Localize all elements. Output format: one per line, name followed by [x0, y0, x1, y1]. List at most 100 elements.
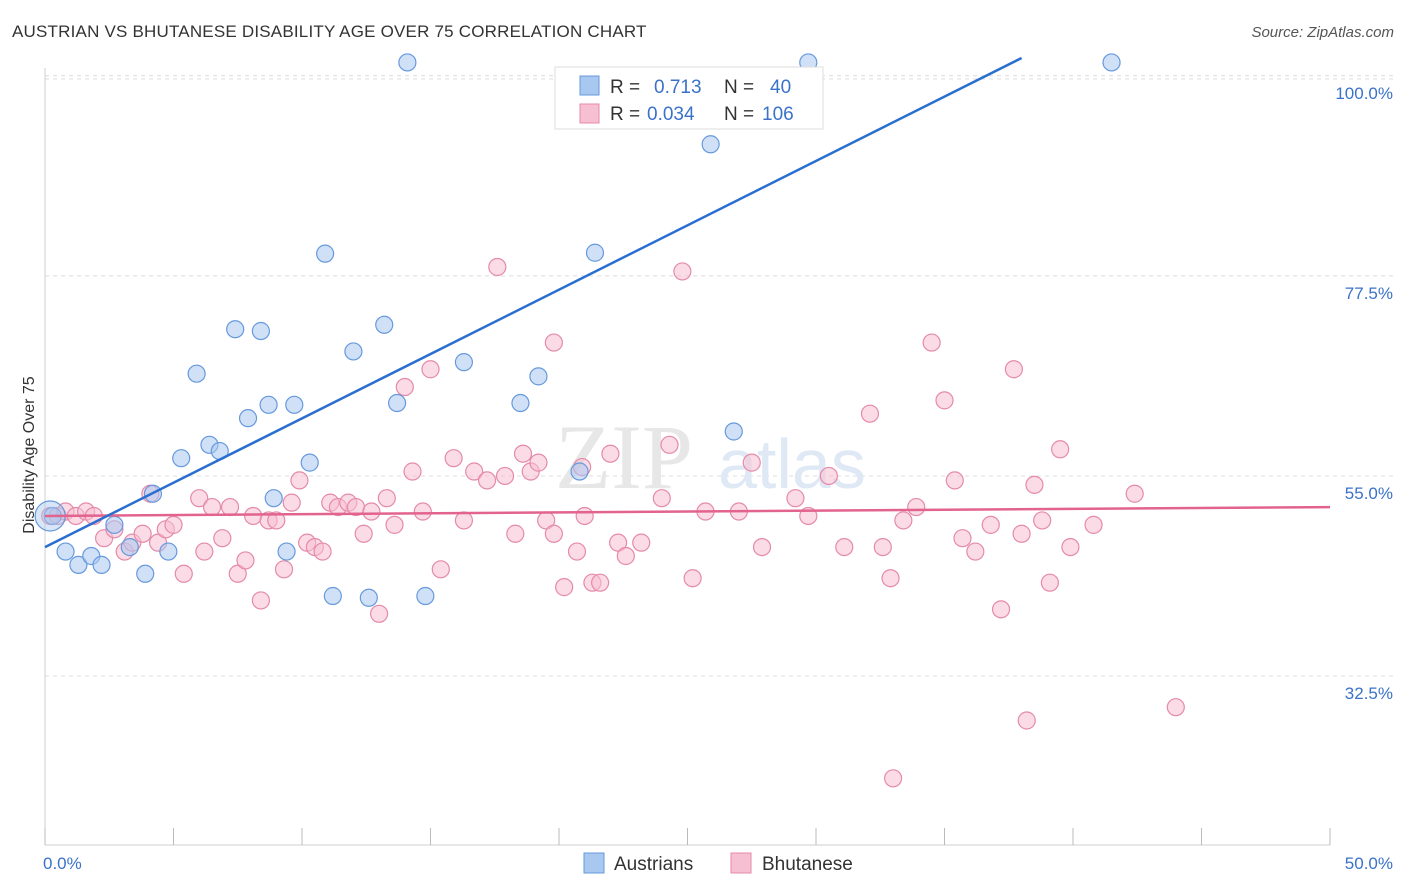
bhutanese-point — [544, 524, 563, 543]
bhutanese-point — [991, 600, 1011, 619]
bhutanese-point — [894, 511, 913, 530]
austrians-point — [387, 393, 407, 413]
bhutanese-point — [282, 493, 301, 512]
series-legend: Austrians Bhutanese — [583, 852, 853, 875]
watermark-zip: ZIP — [555, 406, 693, 508]
stats-legend-austrians-swatch — [579, 75, 600, 96]
bhutanese-point — [431, 560, 450, 579]
legend-austrians-swatch[interactable] — [583, 852, 605, 874]
bhutanese-point — [213, 529, 232, 548]
bhutanese-point — [591, 573, 610, 592]
bhutanese-point — [395, 377, 414, 397]
austrians-point — [159, 542, 178, 561]
bhutanese-points — [41, 257, 1185, 788]
y-tick-label: 55.0% — [1345, 484, 1393, 503]
bhutanese-point — [403, 462, 422, 481]
x-tick-label-min: 0.0% — [43, 854, 82, 873]
austrians-point — [323, 586, 342, 606]
austrians-point — [92, 555, 111, 574]
stats-legend-bhutanese-swatch — [579, 103, 600, 124]
bhutanese-point — [953, 529, 972, 548]
austrians-point — [187, 364, 206, 383]
stats-austrians-n-label: N = — [724, 77, 754, 98]
bhutanese-point — [1017, 711, 1036, 730]
bhutanese-point — [555, 578, 574, 597]
y-tick-label: 100.0% — [1335, 84, 1393, 103]
y-tick-labels: 32.5% 55.0% 77.5% 100.0% — [1335, 84, 1393, 703]
bhutanese-point — [881, 569, 900, 588]
stats-bhutanese-n-label: N = — [724, 104, 754, 125]
bhutanese-point — [421, 360, 440, 379]
bhutanese-point — [236, 551, 255, 570]
bhutanese-point — [290, 471, 309, 490]
bhutanese-point — [1166, 698, 1185, 717]
legend-austrians-label[interactable]: Austrians — [614, 854, 693, 875]
austrians-point — [56, 542, 75, 561]
bhutanese-point — [1025, 475, 1044, 494]
bhutanese-point — [1004, 360, 1023, 379]
bhutanese-point — [164, 515, 183, 534]
bhutanese-point — [966, 542, 985, 561]
austrians-point — [238, 409, 258, 428]
bhutanese-point — [274, 560, 294, 579]
stats-austrians-r-value: 0.713 — [654, 77, 702, 98]
bhutanese-point — [907, 497, 926, 517]
austrians-point — [585, 243, 605, 262]
austrians-point — [344, 342, 363, 361]
bhutanese-point — [544, 333, 563, 352]
legend-bhutanese-swatch[interactable] — [730, 852, 752, 874]
bhutanese-point — [267, 511, 286, 530]
bhutanese-point — [860, 404, 880, 423]
austrians-point — [259, 395, 278, 414]
bhutanese-point — [575, 506, 594, 526]
legend-bhutanese-label[interactable]: Bhutanese — [762, 854, 853, 875]
bhutanese-point — [835, 537, 854, 557]
bhutanese-point — [935, 391, 954, 410]
bhutanese-point — [413, 502, 432, 521]
bhutanese-point — [873, 537, 892, 557]
bhutanese-point — [202, 497, 222, 517]
x-ticks — [44, 828, 1331, 845]
austrians-point — [359, 588, 378, 607]
austrians-point — [226, 320, 245, 339]
austrians-point — [454, 353, 474, 372]
bhutanese-point — [660, 435, 679, 454]
bhutanese-point — [444, 449, 463, 468]
watermark: ZIP atlas — [555, 406, 866, 508]
austrians-point — [724, 422, 743, 441]
bhutanese-point — [251, 591, 270, 610]
austrians-point — [120, 537, 139, 557]
bhutanese-point — [883, 769, 903, 788]
bhutanese-point — [673, 262, 692, 281]
austrians-point — [570, 462, 589, 481]
austrians-point — [316, 244, 335, 263]
bhutanese-point — [362, 502, 381, 521]
bhutanese-point — [377, 489, 396, 508]
bhutanese-point — [752, 537, 772, 557]
bhutanese-point — [133, 524, 152, 543]
bhutanese-point — [742, 453, 761, 472]
austrians-point — [1102, 53, 1121, 72]
bhutanese-point — [244, 506, 263, 526]
trend-lines — [44, 56, 1331, 549]
stats-legend: R = 0.713 N = 40 R = 0.034 N = 106 — [554, 66, 824, 130]
bhutanese-point — [981, 515, 1000, 534]
bhutanese-point — [609, 533, 628, 552]
stats-legend-box — [554, 66, 824, 130]
bhutanese-point — [632, 533, 651, 552]
austrians-point — [529, 367, 548, 386]
y-axis-label: Disability Age Over 75 — [21, 376, 38, 534]
austrians-point — [264, 489, 283, 508]
stats-austrians-n-value: 40 — [770, 77, 791, 98]
bhutanese-point — [1012, 524, 1031, 543]
bhutanese-point — [945, 471, 964, 490]
bhutanese-point — [1040, 573, 1059, 592]
bhutanese-point — [1084, 515, 1103, 534]
austrians-trend-line — [44, 56, 1023, 549]
bhutanese-point — [601, 444, 620, 463]
y-tick-label: 77.5% — [1345, 284, 1393, 303]
grid-lines — [45, 75, 1393, 677]
austrians-point — [416, 586, 435, 606]
bhutanese-point — [1061, 537, 1080, 557]
